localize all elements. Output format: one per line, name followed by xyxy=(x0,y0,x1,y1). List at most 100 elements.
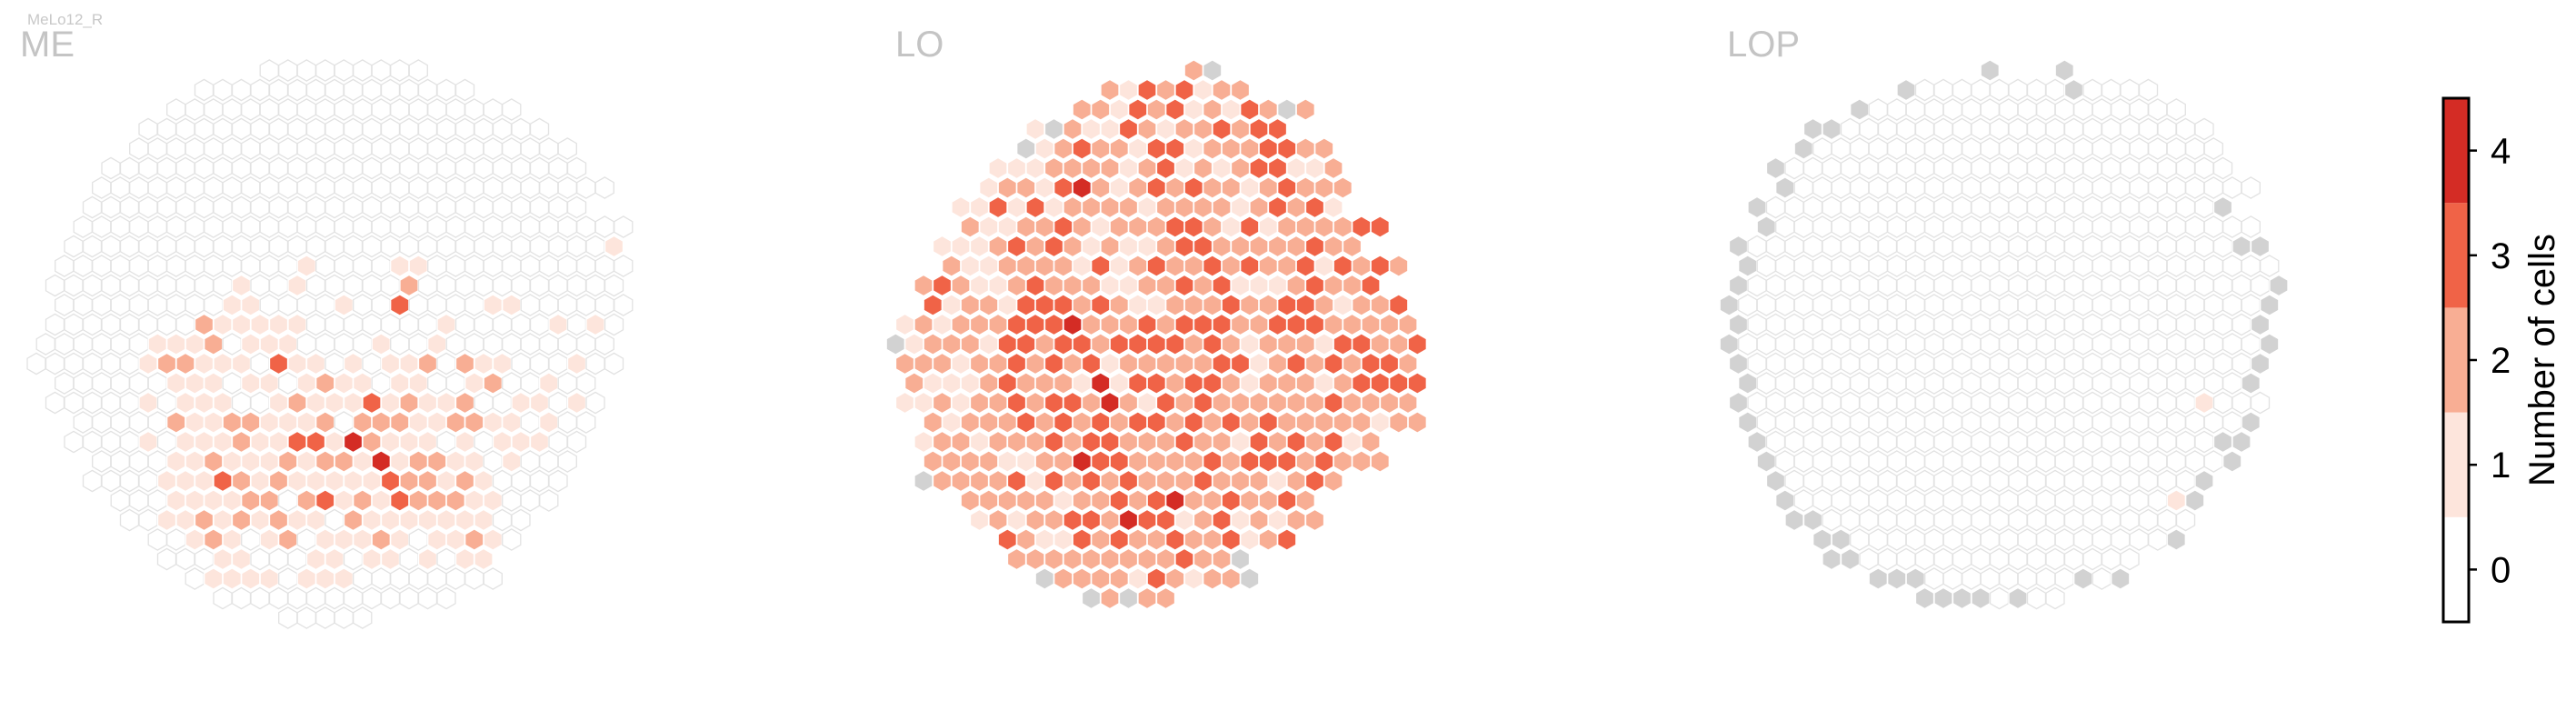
hex-column xyxy=(268,78,289,102)
hex-column xyxy=(2185,176,2205,199)
hex-column xyxy=(204,411,224,434)
hex-column xyxy=(1258,450,1278,473)
hex-column xyxy=(110,411,130,434)
hex-column xyxy=(1118,352,1139,376)
hex-column xyxy=(1016,137,1036,160)
hex-column xyxy=(1221,528,1241,551)
hex-column xyxy=(1877,313,1898,336)
hex-column xyxy=(296,528,316,551)
hex-column xyxy=(2241,333,2261,355)
hex-column xyxy=(1756,255,1776,277)
hex-column xyxy=(1146,255,1166,277)
hex-column xyxy=(960,215,980,238)
hex-column xyxy=(520,489,540,512)
hex-column xyxy=(324,430,344,454)
hex-column xyxy=(1203,137,1223,160)
hex-column xyxy=(380,586,401,610)
hex-column xyxy=(1081,156,1102,180)
hex-column xyxy=(2092,255,2112,277)
hex-column xyxy=(1971,547,1991,571)
hex-column xyxy=(1361,313,1381,336)
hex-column xyxy=(2036,137,2056,160)
hex-column xyxy=(539,372,559,395)
hex-column xyxy=(1942,528,1962,551)
hex-column xyxy=(362,274,382,297)
hex-column xyxy=(287,352,307,376)
hex-column xyxy=(1230,195,1251,219)
hex-column xyxy=(1267,156,1288,180)
hex-column xyxy=(213,508,233,532)
hex-column xyxy=(988,235,1008,258)
hex-column xyxy=(1240,450,1260,473)
hex-column xyxy=(1183,450,1203,473)
hex-column xyxy=(1118,274,1139,297)
hex-column xyxy=(1063,274,1083,297)
hex-column xyxy=(1784,235,1804,258)
hex-column xyxy=(2045,78,2065,102)
hex-column xyxy=(2157,156,2177,180)
hex-column xyxy=(129,215,149,238)
hex-column xyxy=(1006,274,1027,297)
hex-column xyxy=(1999,333,2019,355)
hex-column xyxy=(885,333,905,355)
hex-column xyxy=(566,235,587,258)
hex-column xyxy=(979,294,999,316)
hex-column xyxy=(2138,78,2159,102)
hex-column xyxy=(1118,430,1139,454)
hex-column xyxy=(353,137,373,160)
hex-column xyxy=(2157,195,2177,219)
hex-column xyxy=(2026,547,2047,571)
hex-column xyxy=(1304,391,1325,415)
hex-column xyxy=(932,469,953,493)
hex-column xyxy=(1165,294,1185,316)
hex-column xyxy=(454,352,475,376)
hex-column xyxy=(1896,469,1916,493)
hex-column xyxy=(1999,137,2019,160)
hex-column xyxy=(445,450,465,473)
hex-column xyxy=(213,469,233,493)
hex-column xyxy=(2111,567,2131,590)
hex-column xyxy=(454,156,475,180)
hex-column xyxy=(1389,411,1409,434)
hex-column xyxy=(576,294,596,316)
hex-column xyxy=(2232,430,2252,454)
hex-column xyxy=(1989,235,2010,258)
hex-column xyxy=(585,235,605,258)
hex-column xyxy=(334,372,354,395)
hex-column xyxy=(1203,294,1223,316)
hex-column xyxy=(2026,78,2047,102)
hex-column xyxy=(1868,137,1888,160)
hex-column xyxy=(194,235,215,258)
hex-column xyxy=(278,411,298,434)
hex-column xyxy=(204,255,224,277)
hex-column xyxy=(278,567,298,590)
hex-column xyxy=(101,195,121,219)
hex-column xyxy=(2045,391,2065,415)
hex-column xyxy=(1091,176,1111,199)
hex-column xyxy=(204,489,224,512)
hex-column xyxy=(241,411,261,434)
hex-column xyxy=(268,313,289,336)
hex-column xyxy=(1933,78,1953,102)
colorbar-tick-label: 2 xyxy=(2491,341,2511,381)
hex-column xyxy=(1728,391,1749,415)
hex-column xyxy=(1989,508,2010,532)
hex-column xyxy=(222,411,242,434)
hex-column xyxy=(1240,372,1260,395)
hex-column xyxy=(483,333,503,355)
hex-column xyxy=(324,547,344,571)
hex-column xyxy=(1137,430,1157,454)
hex-column xyxy=(64,430,84,454)
hex-column xyxy=(1137,508,1157,532)
hex-column xyxy=(1942,137,1962,160)
hex-column xyxy=(315,215,335,238)
hex-column xyxy=(408,450,428,473)
hex-column xyxy=(1850,528,1870,551)
hex-column xyxy=(417,469,438,493)
hex-column xyxy=(268,508,289,532)
hex-column xyxy=(1850,372,1870,395)
hex-column xyxy=(408,255,428,277)
hex-column xyxy=(2082,508,2102,532)
hex-column xyxy=(1370,411,1390,434)
hex-column xyxy=(1203,333,1223,355)
